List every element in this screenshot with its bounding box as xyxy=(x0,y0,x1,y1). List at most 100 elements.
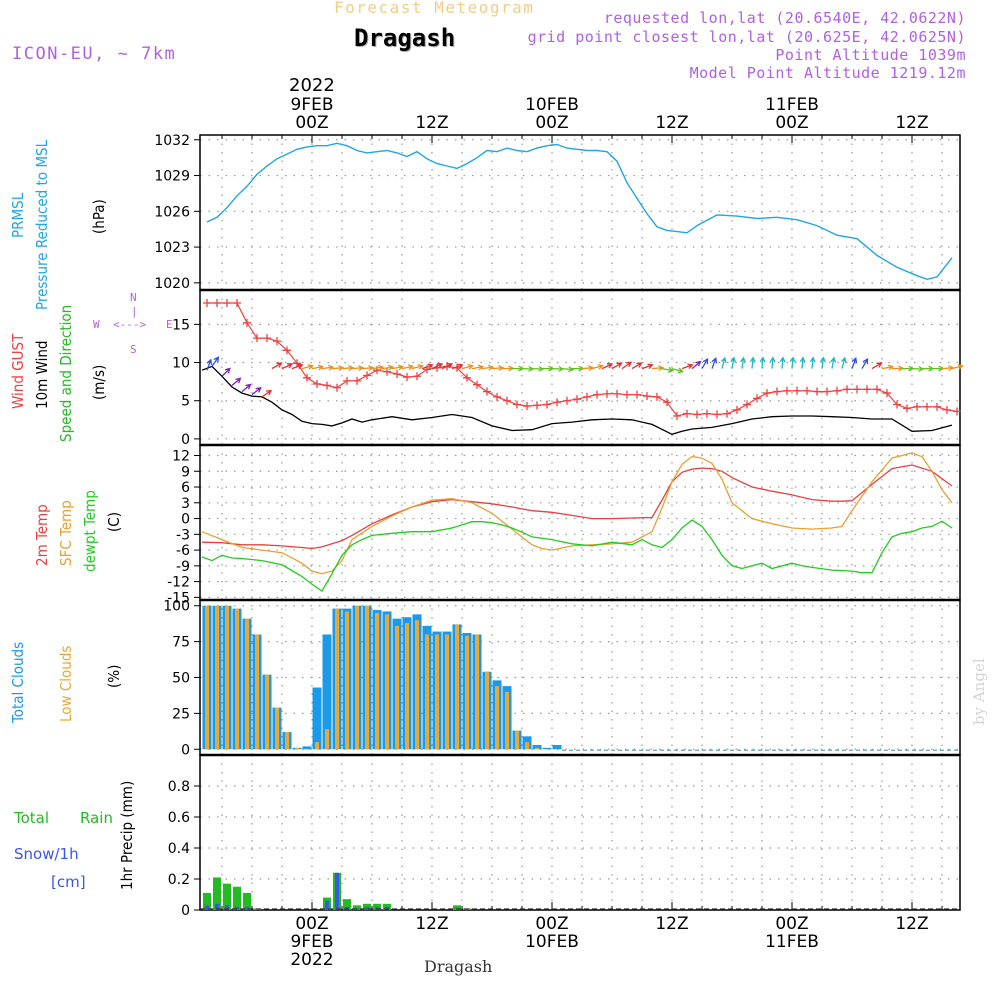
bottom-time-label: 00Z xyxy=(535,914,568,934)
top-time-label: 10FEB xyxy=(525,95,579,115)
wind-arrow xyxy=(691,360,702,370)
top-time-label: 11FEB xyxy=(765,95,819,115)
top-time-label: 12Z xyxy=(895,113,928,133)
y-tick-label: 0.6 xyxy=(168,810,190,826)
y-tick-label: 25 xyxy=(172,706,190,722)
wind-arrow xyxy=(830,356,837,369)
rain-bar xyxy=(343,899,351,910)
wind-arrow xyxy=(371,364,385,371)
y-tick-label: 0.2 xyxy=(168,872,190,888)
wind-arrow xyxy=(381,364,395,371)
low-cloud-bar xyxy=(235,608,239,750)
gust-point xyxy=(553,398,561,407)
gust-point xyxy=(863,385,871,394)
precip-cm-label: [cm] xyxy=(51,873,86,891)
low-cloud-bar xyxy=(495,686,499,750)
gust-point xyxy=(393,369,401,378)
wind-arrow xyxy=(501,365,515,372)
wind-arrow xyxy=(206,358,213,371)
compass-n: N xyxy=(130,291,137,304)
location-title: Dragash xyxy=(354,24,456,52)
wind-arrow xyxy=(720,356,727,369)
pressure-label-prmsl: PRMSL xyxy=(9,192,27,238)
snow-bar xyxy=(325,900,329,910)
gust-line xyxy=(207,302,958,417)
y-tick-label: 1029 xyxy=(154,169,190,185)
gust-point xyxy=(733,405,741,414)
temp2m-label: 2m Temp xyxy=(33,504,51,566)
wind-arrow xyxy=(591,363,604,370)
y-tick-label: 1032 xyxy=(154,133,190,149)
low-cloud-bar xyxy=(525,742,529,750)
wind-arrow xyxy=(711,357,718,369)
wind-arrow xyxy=(341,365,355,372)
low-cloud-bar xyxy=(475,634,479,750)
gust-point xyxy=(263,334,271,343)
gust-point xyxy=(683,409,691,418)
gridpoint-lonlat: grid point closest lon,lat (20.625E, 42.… xyxy=(527,28,966,46)
y-tick-label: 3 xyxy=(181,496,190,512)
rain-bar xyxy=(223,883,231,910)
point-altitude: Point Altitude 1039m xyxy=(775,46,966,64)
low-cloud-bar xyxy=(285,732,289,750)
wind-arrow xyxy=(542,365,555,372)
precip-axis-label: 1hr Precip (mm) xyxy=(118,780,136,890)
panel-frame xyxy=(199,134,961,291)
total-cloud-bar xyxy=(312,687,322,750)
gust-point xyxy=(753,394,761,403)
snow-bar xyxy=(215,903,219,910)
gust-point xyxy=(893,400,901,409)
wind-arrow xyxy=(461,363,474,370)
gust-point xyxy=(833,386,841,395)
low-cloud-bar xyxy=(505,691,509,750)
snow-bar xyxy=(225,905,229,910)
low-cloud-bar xyxy=(415,620,419,750)
wind-arrow xyxy=(291,363,304,370)
low-clouds-label: Low Clouds xyxy=(57,645,75,722)
bottom-location-label: Dragash xyxy=(424,957,493,976)
y-tick-label: -12 xyxy=(167,575,190,591)
y-tick-label: -15 xyxy=(167,590,190,606)
wind-arrow xyxy=(421,363,434,370)
gust-point xyxy=(593,390,601,399)
gust-point xyxy=(293,359,301,368)
wind-arrow xyxy=(789,356,796,369)
sfc-temp-label: SFC Temp xyxy=(57,500,75,566)
gust-point xyxy=(953,407,961,416)
top-time-label: 12Z xyxy=(415,113,448,133)
wind-arrow xyxy=(601,363,614,370)
gust-point xyxy=(313,379,321,388)
gust-point xyxy=(793,386,801,395)
top-time-label: 00Z xyxy=(535,113,568,133)
wind-arrow xyxy=(561,366,575,373)
wind-arrow xyxy=(431,363,444,370)
wind-arrow xyxy=(551,365,565,372)
gust-point xyxy=(343,376,351,385)
gust-point xyxy=(903,404,911,413)
gust-point xyxy=(363,371,371,380)
y-tick-label: 6 xyxy=(181,480,190,496)
gust-point xyxy=(623,390,631,399)
gust-point xyxy=(883,389,891,398)
gust-point xyxy=(933,402,941,411)
gust-point xyxy=(843,385,851,394)
gust-point xyxy=(643,392,651,401)
gust-point xyxy=(243,318,251,327)
y-tick-label: 0 xyxy=(181,903,190,919)
gust-point xyxy=(613,389,621,398)
gust-point xyxy=(723,409,731,418)
gust-point xyxy=(503,396,511,405)
wind-arrow xyxy=(661,366,675,373)
snow-bar xyxy=(245,906,249,910)
low-cloud-bar xyxy=(245,618,249,750)
wind-arrow xyxy=(321,364,335,371)
y-tick-label: 100 xyxy=(163,599,190,615)
low-cloud-bar xyxy=(325,729,329,750)
wind-arrow xyxy=(861,357,869,369)
panel-frame xyxy=(199,444,961,601)
compass-e: E xyxy=(166,318,173,331)
low-cloud-bar xyxy=(395,625,399,750)
low-cloud-bar xyxy=(255,634,259,750)
wind-arrow xyxy=(281,363,294,370)
